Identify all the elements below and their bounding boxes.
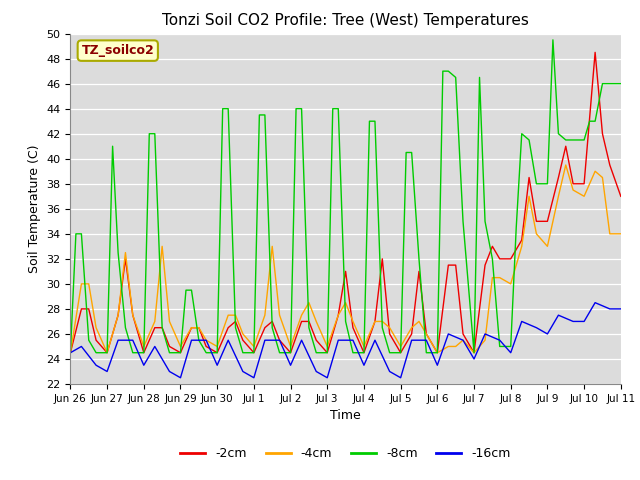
Text: TZ_soilco2: TZ_soilco2 <box>81 44 154 57</box>
Legend: -2cm, -4cm, -8cm, -16cm: -2cm, -4cm, -8cm, -16cm <box>175 443 516 465</box>
X-axis label: Time: Time <box>330 409 361 422</box>
Y-axis label: Soil Temperature (C): Soil Temperature (C) <box>28 144 41 273</box>
Title: Tonzi Soil CO2 Profile: Tree (West) Temperatures: Tonzi Soil CO2 Profile: Tree (West) Temp… <box>162 13 529 28</box>
